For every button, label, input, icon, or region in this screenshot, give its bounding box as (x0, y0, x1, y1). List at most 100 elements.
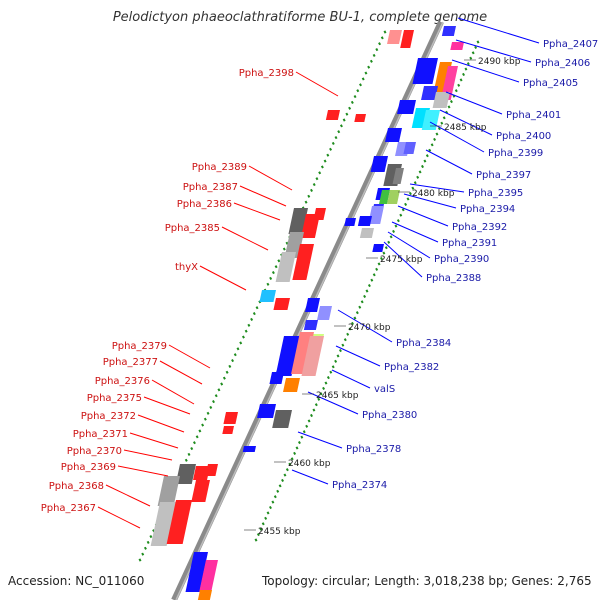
kbp-labels: 2490 kbp 2485 kbp 2480 kbp 2475 kbp 2470 kbp… (244, 57, 521, 537)
feature-block (275, 252, 296, 282)
gene-label-forward: Ppha_2390 (434, 254, 489, 265)
feature-block (288, 208, 308, 234)
tick-left (350, 100, 354, 104)
tick-left (250, 317, 254, 322)
tick-right (326, 376, 330, 380)
tick-left (231, 358, 235, 363)
feature-block (432, 92, 450, 108)
tick-left (228, 364, 232, 368)
tick-left (375, 48, 379, 52)
leader-line (337, 309, 393, 343)
tick-right (370, 278, 374, 282)
feature-block (223, 412, 238, 424)
leader-line (129, 432, 179, 449)
tick-left (206, 411, 210, 415)
tick-left (329, 147, 333, 151)
tick-right (435, 132, 439, 136)
feature-block (325, 110, 340, 120)
tick-left (192, 441, 196, 445)
tick-right (290, 457, 294, 461)
leader-line (297, 431, 343, 449)
tick-right (394, 224, 398, 228)
gene-label-reverse: Ppha_2370 (67, 446, 122, 457)
leader-line (383, 241, 423, 278)
tick-right (331, 365, 335, 369)
tick-right (310, 413, 313, 418)
gene-label-reverse: Ppha_2368 (49, 481, 104, 492)
tick-right (387, 240, 391, 244)
tick-right (471, 51, 475, 55)
tick-right (416, 175, 420, 179)
gene-label-forward: Ppha_2401 (506, 110, 561, 121)
feature-block (387, 30, 402, 44)
leader-line (307, 391, 359, 415)
tick-left (187, 452, 191, 456)
tick-right (256, 533, 260, 537)
tick-left (255, 306, 259, 310)
leader-line (291, 469, 329, 485)
feature-block (283, 378, 300, 392)
leader-line (137, 414, 185, 433)
feature-block (359, 228, 374, 238)
feature-block (259, 290, 276, 302)
tick-left (378, 42, 382, 46)
tick-left (222, 376, 226, 380)
gene-label-reverse: Ppha_2389 (192, 162, 247, 173)
feature-block (441, 26, 456, 36)
tick-right (360, 300, 364, 304)
tick-right (457, 83, 461, 87)
gene-label-reverse: thyX (175, 262, 198, 273)
leader-line (168, 344, 211, 369)
gene-label-forward: Ppha_2392 (452, 222, 507, 233)
tick-right (312, 408, 316, 412)
feature-block (199, 560, 218, 592)
gene-label-forward: Ppha_2395 (468, 188, 523, 199)
genome-summary-text: Topology: circular; Length: 3,018,238 bp… (262, 574, 592, 588)
tick-left (138, 558, 142, 562)
tick-right (474, 45, 478, 49)
tick-right (476, 40, 480, 44)
tick-right (324, 381, 328, 385)
tick-right (259, 527, 263, 531)
tick-right (442, 116, 446, 120)
label-leader-lines (97, 17, 540, 529)
tick-left (304, 200, 308, 204)
tick-right (351, 321, 354, 326)
leader-line (331, 369, 371, 389)
tick-left (225, 370, 229, 374)
gene-label-forward: Ppha_2397 (476, 170, 531, 181)
feature-block (191, 480, 210, 502)
kbp-label: 2475 kbp (380, 255, 423, 265)
tick-right (396, 219, 400, 223)
tick-right (297, 440, 301, 445)
gene-label-reverse: Ppha_2398 (239, 68, 294, 79)
tick-left (326, 153, 330, 157)
tick-right (348, 327, 352, 331)
tick-left (339, 124, 343, 128)
tick-right (363, 294, 367, 298)
tick-right (264, 516, 268, 520)
leader-line (221, 226, 269, 251)
feature-block (317, 306, 332, 320)
feature-block (242, 446, 256, 452)
tick-right (464, 67, 468, 71)
tick-left (209, 405, 213, 410)
feature-block (292, 244, 314, 280)
gene-label-reverse: Ppha_2369 (61, 462, 116, 473)
tick-right (307, 419, 311, 423)
tick-right (266, 511, 270, 515)
gene-label-forward: valS (374, 384, 395, 395)
tick-left (203, 417, 207, 421)
feature-block (222, 426, 234, 434)
gene-label-reverse: Ppha_2379 (112, 341, 167, 352)
feature-block (421, 86, 438, 100)
tick-right (382, 251, 386, 255)
tick-right (319, 392, 323, 396)
gene-label-reverse: Ppha_2371 (73, 429, 128, 440)
tick-left (312, 182, 316, 187)
tick-right (462, 72, 465, 77)
gene-label-reverse: Ppha_2376 (95, 376, 150, 387)
feature-block (450, 42, 464, 50)
tick-right (283, 473, 287, 477)
tick-left (307, 194, 311, 198)
